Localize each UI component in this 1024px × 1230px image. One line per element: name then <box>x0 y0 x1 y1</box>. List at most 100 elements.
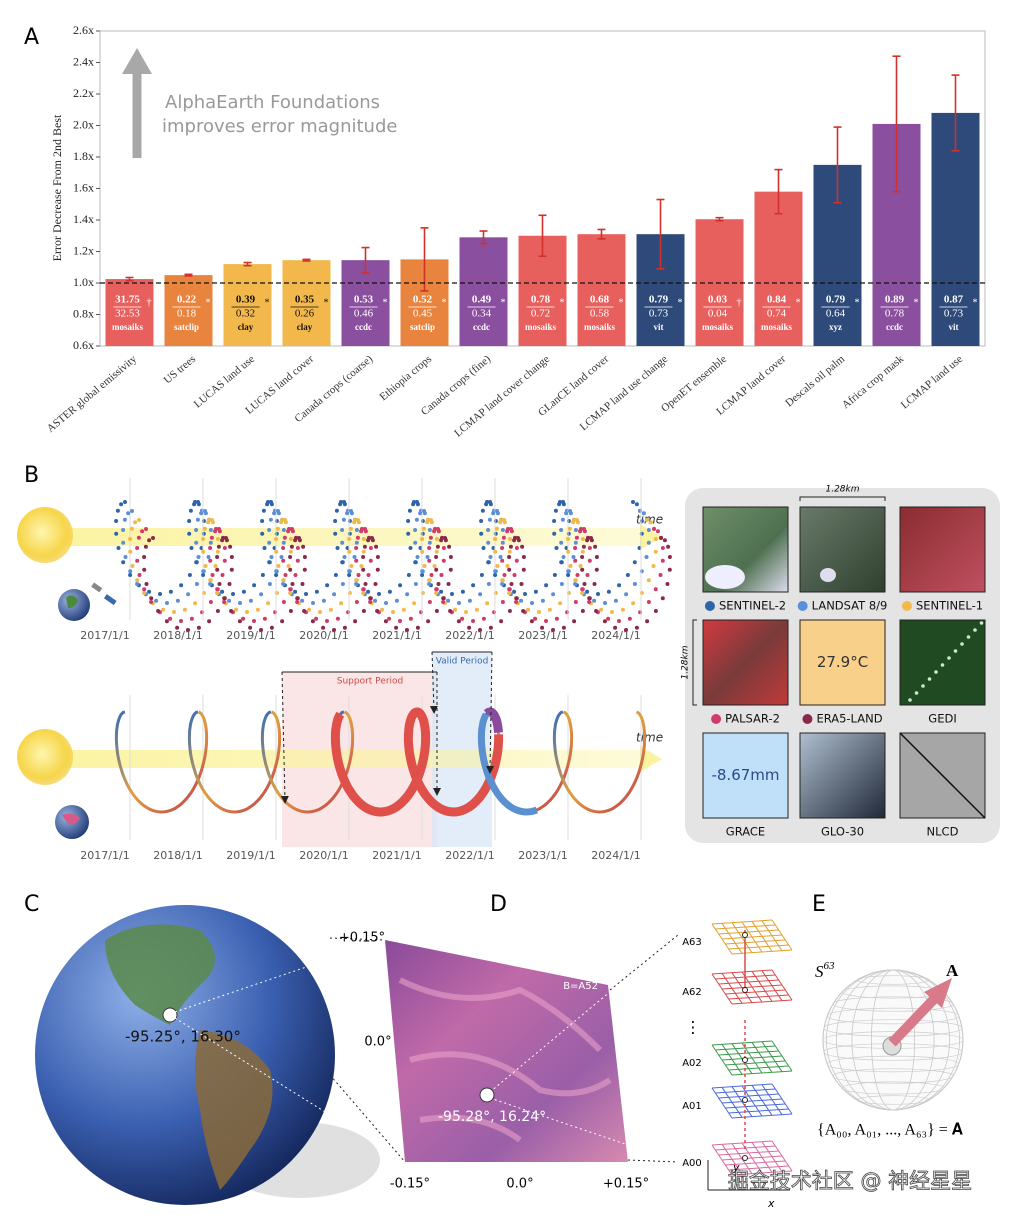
observation-dot <box>434 609 439 613</box>
observation-dot <box>408 616 413 621</box>
grid-warp <box>731 949 793 955</box>
observation-dot <box>436 582 441 586</box>
metric-second: 0.73 <box>944 308 964 320</box>
observation-dot <box>283 573 288 577</box>
observation-dot <box>355 535 360 540</box>
observation-dot <box>667 555 672 559</box>
metric-second: 0.26 <box>295 308 315 320</box>
watermark: 掘金技术社区 @ 神经星星 <box>728 1169 972 1193</box>
observation-dot <box>222 558 227 563</box>
observation-dot <box>203 564 208 568</box>
observation-dot <box>502 518 506 522</box>
observation-dot <box>596 592 600 596</box>
observation-dot <box>507 549 512 554</box>
year-label: 2021/1/1 <box>372 629 421 642</box>
observation-dot <box>224 536 228 540</box>
observation-dot <box>144 582 149 586</box>
observation-dot <box>537 610 541 614</box>
observation-dot <box>415 500 419 504</box>
observation-dot <box>498 555 503 559</box>
observation-dot <box>639 531 644 536</box>
observation-dot <box>361 537 366 541</box>
observation-dot <box>168 589 173 594</box>
observation-dot <box>335 616 340 621</box>
observation-dot <box>624 592 629 597</box>
observation-dot <box>435 544 440 549</box>
year-label: 2020/1/1 <box>299 629 348 642</box>
observation-dot <box>215 587 220 592</box>
observation-dot <box>495 564 500 568</box>
grid-warp <box>771 1083 793 1115</box>
observation-dot <box>479 531 484 536</box>
observation-dot <box>279 520 284 525</box>
observation-dot <box>274 549 279 554</box>
observation-dot <box>441 600 446 604</box>
panel-letter: D <box>490 892 507 917</box>
observation-dot <box>201 537 206 541</box>
observation-dot <box>187 573 192 577</box>
panel-letter: A <box>24 25 39 50</box>
observation-dot <box>427 546 432 550</box>
observation-dot <box>427 600 432 604</box>
scale-bracket <box>799 496 886 501</box>
observation-dot <box>587 546 592 550</box>
observation-dot <box>648 520 653 525</box>
observation-dot <box>275 526 280 531</box>
observation-dot <box>199 511 204 516</box>
observation-dot <box>147 538 152 543</box>
observation-dot <box>662 538 667 543</box>
y-tick-label: 2.2x <box>73 86 94 100</box>
observation-dot <box>345 511 350 516</box>
observation-dot <box>149 596 154 601</box>
observation-dot <box>304 592 308 596</box>
observation-dot <box>521 567 526 572</box>
y-axis-title: Error Decrease From 2nd Best <box>50 114 64 261</box>
observation-dot <box>582 582 587 586</box>
bar <box>577 234 626 346</box>
observation-dot <box>566 531 571 536</box>
observation-dot <box>154 598 159 603</box>
observation-dot <box>352 520 357 525</box>
observation-dot <box>361 555 366 559</box>
observation-dot <box>568 564 573 568</box>
observation-dot <box>208 578 213 583</box>
observation-dot <box>359 529 364 534</box>
observation-dot <box>302 567 307 572</box>
observation-dot <box>474 607 479 612</box>
observation-dot <box>189 616 194 621</box>
observation-dot <box>349 564 354 568</box>
grid-warp <box>761 1084 783 1115</box>
observation-dot <box>186 592 191 597</box>
observation-dot <box>175 598 180 603</box>
embedding-ribbon <box>114 710 209 814</box>
observation-dot <box>201 573 206 577</box>
observation-dot <box>208 558 213 563</box>
sensor-tile <box>799 732 886 819</box>
observation-dot <box>658 573 663 577</box>
valid-period-label: Valid Period <box>436 657 489 667</box>
observation-dot <box>540 598 545 603</box>
panel-d: -95.28°, 16.24° R=A12 G=A23 B=A52 +0.15°… <box>339 919 793 1210</box>
observation-dot <box>413 582 418 586</box>
gedi-footprint <box>934 670 938 674</box>
observation-dot <box>342 555 347 559</box>
sensor-label: GLO-30 <box>821 825 864 839</box>
panel-e: S63 A {A₀₀, A₀₁, ..., A₆₃} = 𝐀 <box>815 960 964 1139</box>
observation-dot <box>429 518 433 522</box>
bar <box>282 260 331 346</box>
coordinate: -95.28°, 16.24° <box>438 1109 546 1125</box>
metric-best: 0.53 <box>354 294 374 306</box>
observation-dot <box>561 555 566 559</box>
observation-dot <box>425 555 430 559</box>
metric-best: 0.79 <box>649 294 669 306</box>
grid-warp <box>761 1141 783 1172</box>
observation-dot <box>478 592 483 597</box>
observation-dot <box>380 607 385 612</box>
observation-dot <box>488 555 493 559</box>
observation-dot <box>486 528 491 532</box>
observation-dot <box>512 573 517 577</box>
year-label: 2019/1/1 <box>226 849 275 862</box>
significance-mark: † <box>737 297 742 308</box>
observation-dot <box>310 619 315 624</box>
method-name: mosaiks <box>112 322 144 332</box>
